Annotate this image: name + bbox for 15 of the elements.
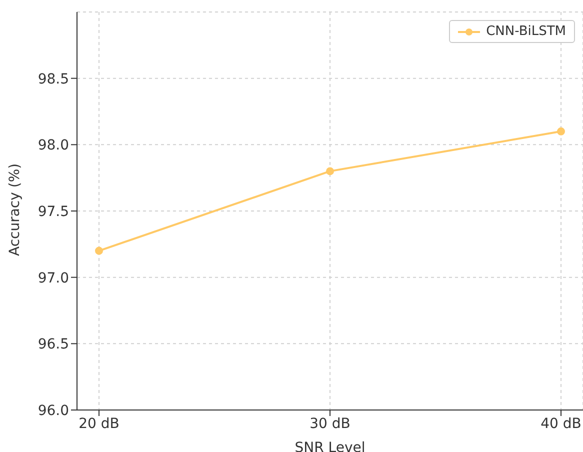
point bbox=[326, 167, 334, 176]
x-tick-label: 40 dB bbox=[540, 416, 582, 432]
legend-label: CNN-BiLSTM bbox=[486, 24, 566, 39]
y-tick-label: 96.0 bbox=[38, 402, 69, 419]
x-tick-label: 30 dB bbox=[310, 416, 350, 432]
y-tick-label: 97.5 bbox=[38, 204, 69, 220]
y-tick-label: 97.0 bbox=[38, 270, 69, 286]
y-tick-label: 98.0 bbox=[38, 138, 69, 154]
y-tick-label: 96.5 bbox=[38, 336, 69, 353]
y-axis-title: Accuracy (%) bbox=[6, 163, 23, 256]
x-axis-title: SNR Level bbox=[294, 440, 366, 452]
x-tick-label: 20 dB bbox=[78, 416, 120, 432]
point bbox=[557, 127, 565, 136]
point bbox=[95, 246, 103, 255]
y-tick-label: 98.5 bbox=[38, 71, 69, 88]
